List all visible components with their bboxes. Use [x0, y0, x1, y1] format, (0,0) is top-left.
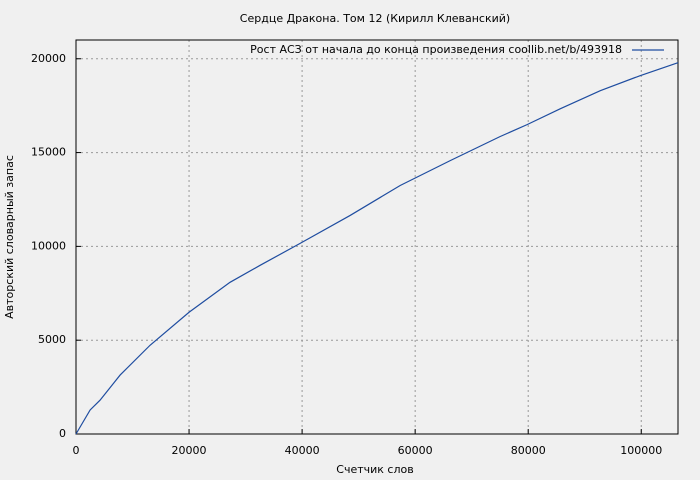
data-line [75, 62, 679, 435]
plot-area [76, 40, 678, 434]
y-axis-label: Авторский словарный запас [3, 155, 16, 319]
x-tick-label: 20000 [172, 444, 207, 457]
y-tick-label: 0 [59, 427, 66, 440]
x-tick-label: 100000 [620, 444, 662, 457]
plot-frame [75, 39, 679, 435]
legend-label: Рост АСЗ от начала до конца произведения… [250, 43, 622, 56]
x-tick-label: 40000 [285, 444, 320, 457]
y-tick-label: 5000 [38, 333, 66, 346]
y-tick-label: 20000 [31, 52, 66, 65]
y-tick-label: 10000 [31, 239, 66, 252]
x-axis-label: Счетчик слов [336, 463, 413, 476]
chart-title: Сердце Дракона. Том 12 (Кирилл Клевански… [240, 12, 510, 25]
x-tick-label: 80000 [511, 444, 546, 457]
y-tick-label: 15000 [31, 146, 66, 159]
x-tick-label: 0 [73, 444, 80, 457]
x-tick-label: 60000 [398, 444, 433, 457]
